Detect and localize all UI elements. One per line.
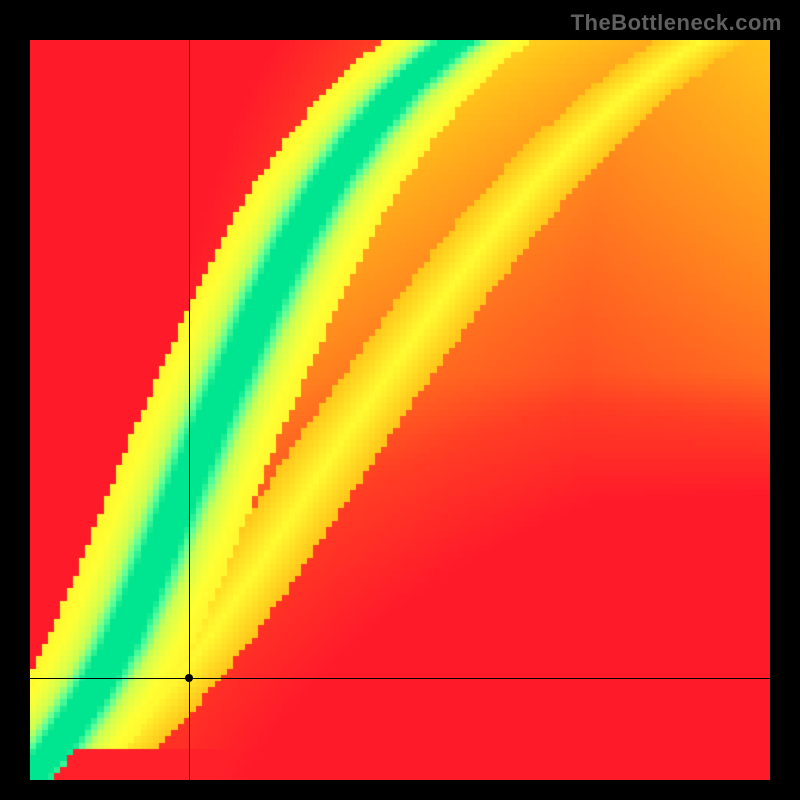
heatmap-canvas xyxy=(30,40,770,780)
plot-area xyxy=(30,40,770,780)
crosshair-marker xyxy=(185,674,193,682)
crosshair-vertical xyxy=(189,40,190,780)
crosshair-horizontal xyxy=(30,678,770,679)
watermark-text: TheBottleneck.com xyxy=(571,10,782,36)
figure-container: TheBottleneck.com xyxy=(0,0,800,800)
